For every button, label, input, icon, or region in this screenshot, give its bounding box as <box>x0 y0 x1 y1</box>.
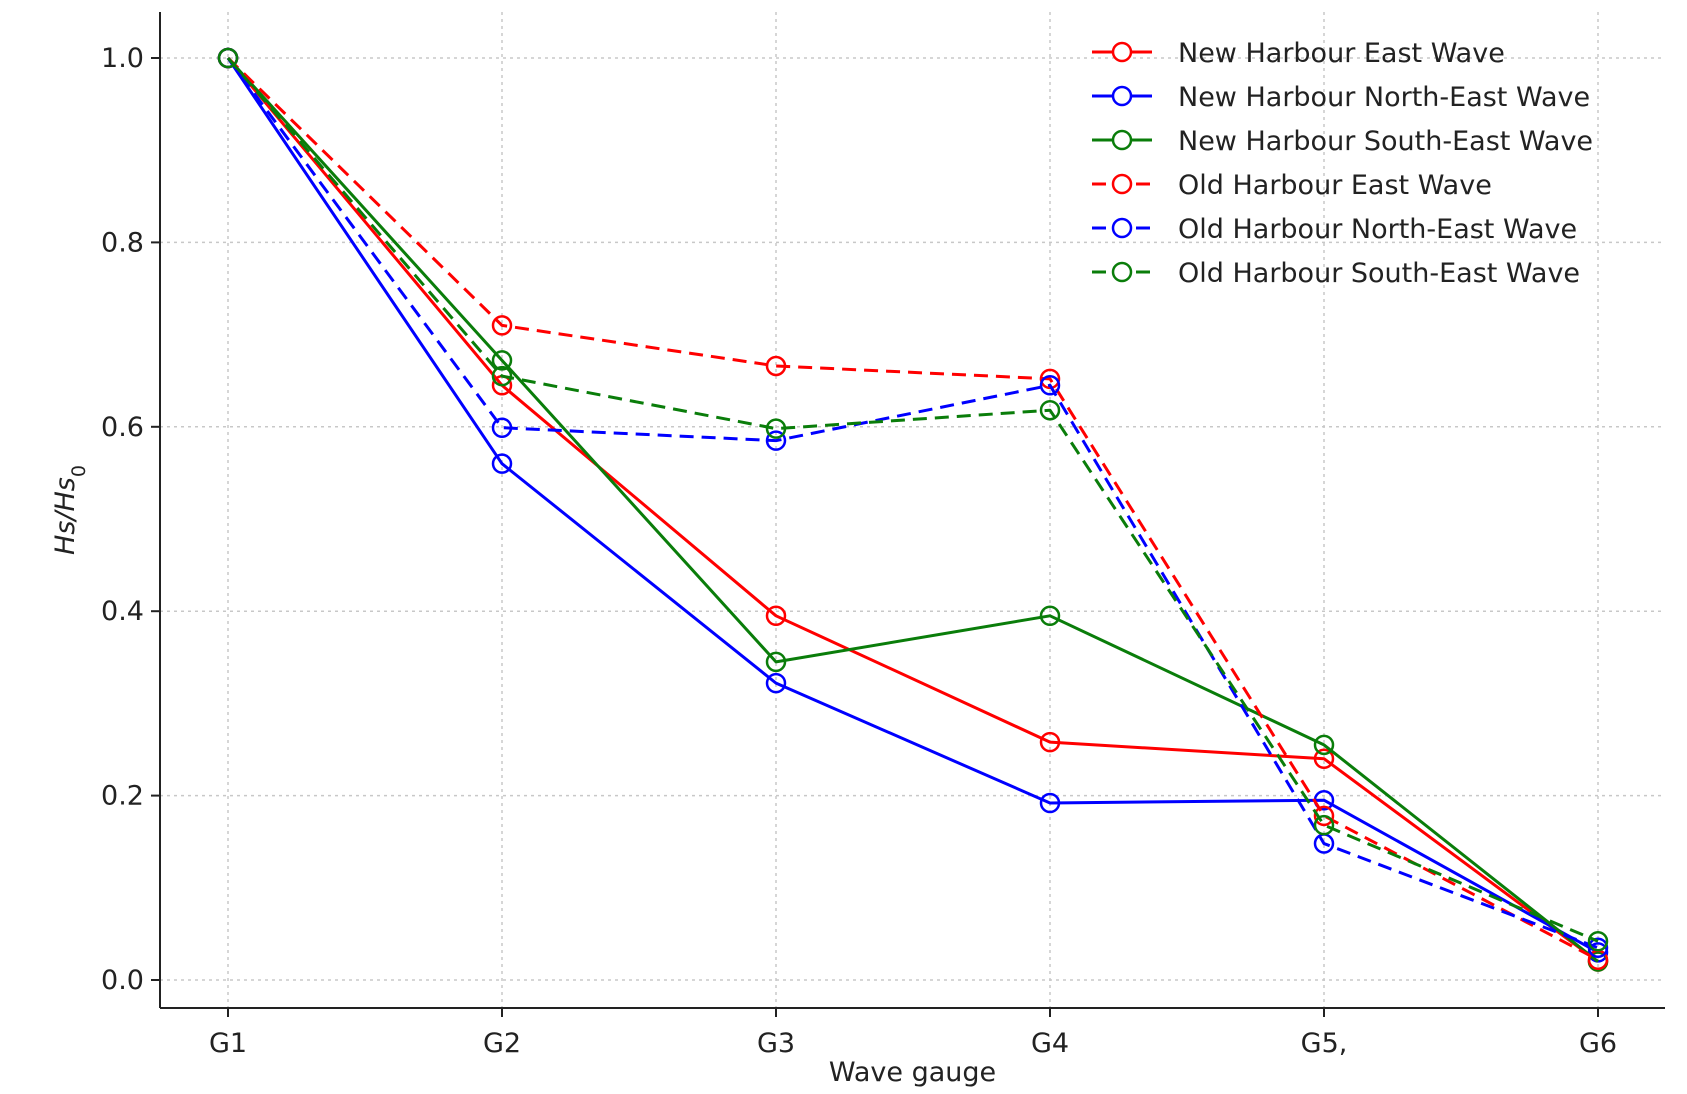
data-point <box>1313 814 1335 836</box>
data-point <box>765 430 787 451</box>
legend-item: New Harbour South-East Wave <box>1092 126 1593 157</box>
legend-item: New Harbour East Wave <box>1092 38 1505 69</box>
y-tick-label: 0.8 <box>101 227 144 258</box>
data-point <box>765 651 787 673</box>
series-line <box>226 57 1599 943</box>
data-point <box>1313 805 1335 827</box>
legend-marker <box>1111 217 1133 239</box>
data-point <box>765 418 787 439</box>
data-point <box>765 355 787 377</box>
series-6 <box>217 47 1609 952</box>
y-tick-label: 1.0 <box>101 43 144 74</box>
x-tick-label: G6 <box>1579 1028 1617 1059</box>
legend-label: New Harbour East Wave <box>1178 38 1505 69</box>
legend-label: Old Harbour North-East Wave <box>1178 214 1577 245</box>
x-tick-label: G4 <box>1031 1028 1069 1059</box>
y-axis-title-subscript: 0 <box>68 465 90 477</box>
legend: New Harbour East Wave New Harbour North-E… <box>1092 38 1593 289</box>
y-tick-label: 0.6 <box>101 412 144 443</box>
data-point <box>217 47 239 69</box>
x-tick-label: G3 <box>757 1028 795 1059</box>
data-point <box>491 417 513 438</box>
x-tick-label: G5, <box>1301 1028 1348 1059</box>
x-tick-label: G2 <box>483 1028 521 1059</box>
series-line <box>226 56 1599 963</box>
data-point <box>491 453 513 474</box>
series-line <box>226 56 1599 962</box>
legend-label: New Harbour North-East Wave <box>1178 82 1590 113</box>
x-tick-label: G1 <box>209 1028 247 1059</box>
data-point <box>765 605 787 627</box>
grid <box>160 12 1665 1008</box>
legend-marker <box>1111 129 1133 151</box>
y-axis-title-main: Hs/Hs <box>50 477 81 555</box>
data-point <box>1039 375 1061 396</box>
data-point <box>491 315 513 336</box>
series-line <box>226 57 1599 963</box>
legend-item: Old Harbour East Wave <box>1092 170 1492 201</box>
x-axis-title: Wave gauge <box>829 1057 996 1088</box>
legend-item: Old Harbour South-East Wave <box>1092 258 1580 289</box>
legend-item: Old Harbour North-East Wave <box>1092 214 1577 245</box>
data-point <box>1039 792 1061 814</box>
data-point <box>491 365 513 387</box>
data-point <box>1313 748 1335 769</box>
data-point <box>1587 937 1609 958</box>
legend-marker <box>1111 41 1133 63</box>
legend-item: New Harbour North-East Wave <box>1092 82 1590 113</box>
y-tick-label: 0.4 <box>101 596 144 627</box>
legend-label: New Harbour South-East Wave <box>1178 126 1593 157</box>
series-line <box>226 57 1599 954</box>
data-point <box>491 350 513 371</box>
data-point <box>1039 605 1061 627</box>
data-point <box>1039 731 1061 753</box>
data-point <box>765 672 787 694</box>
series-line <box>226 57 1599 950</box>
legend-marker <box>1111 261 1133 283</box>
y-tick-label: 0.0 <box>101 965 144 996</box>
legend-label: Old Harbour East Wave <box>1178 170 1492 201</box>
data-point <box>1587 931 1609 952</box>
legend-marker <box>1111 173 1133 195</box>
y-tick-label: 0.2 <box>101 781 144 812</box>
series-layer <box>217 47 1609 972</box>
series-4 <box>217 47 1609 970</box>
data-point <box>1313 734 1335 756</box>
legend-marker <box>1111 85 1133 107</box>
legend-label: Old Harbour South-East Wave <box>1178 258 1580 289</box>
axes: 0.0 0.2 0.4 0.6 0.8 1.0 G1 G2 G3 G4 G5, G6 <box>101 12 1665 1059</box>
y-axis-title: Hs/Hs0 <box>50 465 90 555</box>
data-point <box>1039 399 1061 421</box>
